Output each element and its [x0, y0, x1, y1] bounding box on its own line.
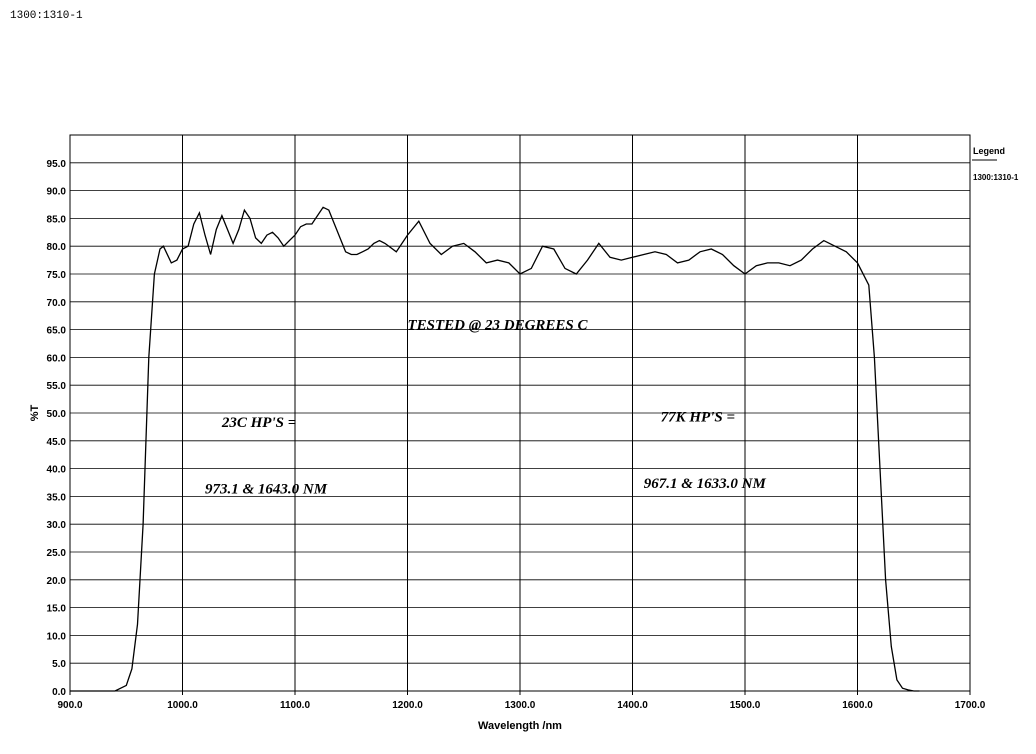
y-tick-label: 15.0 [47, 604, 67, 615]
series-line [70, 206, 920, 692]
y-tick-label: 75.0 [47, 270, 67, 281]
x-tick-label: 1400.0 [617, 700, 648, 711]
y-tick-label: 45.0 [47, 437, 67, 448]
x-tick-label: 1100.0 [280, 700, 310, 711]
legend-entry: 1300:1310-1 [973, 173, 1019, 182]
y-tick-label: 70.0 [47, 298, 67, 309]
x-tick-label: 1200.0 [392, 700, 423, 711]
chart-annotations: TESTED @ 23 DEGREES C 23C HP'S = 973.1 & 1… [205, 318, 767, 498]
y-tick-label: 30.0 [47, 520, 67, 531]
y-tick-label: 20.0 [47, 576, 67, 587]
y-tick-label: 90.0 [47, 187, 67, 198]
legend: Legend 1300:1310-1 [972, 146, 1019, 182]
x-axis-label: Wavelength /nm [478, 720, 562, 732]
y-axis-ticks: 0.0 5.0 10.0 15.0 20.0 25.0 30.0 35.0 40.0 45.0 50… [47, 159, 67, 698]
y-tick-label: 10.0 [47, 631, 67, 642]
chart-annotation: 967.1 & 1633.0 NM [644, 476, 767, 492]
page-id-label: 1300:1310-1 [10, 10, 83, 22]
y-tick-label: 50.0 [47, 409, 67, 420]
y-tick-label: 0.0 [52, 687, 66, 698]
x-tick-label: 900.0 [57, 700, 82, 711]
chart-annotation: 23C HP'S = [221, 415, 296, 431]
x-tick-label: 1000.0 [167, 700, 198, 711]
x-tick-label: 1300.0 [505, 700, 536, 711]
x-tick-label: 1700.0 [955, 700, 986, 711]
y-tick-label: 55.0 [47, 381, 67, 392]
chart-annotation: 77K HP'S = [661, 409, 735, 425]
y-tick-label: 95.0 [47, 159, 67, 170]
chart-annotation: TESTED @ 23 DEGREES C [408, 318, 589, 334]
y-tick-label: 35.0 [47, 492, 67, 503]
y-tick-label: 25.0 [47, 548, 67, 559]
y-tick-label: 5.0 [52, 659, 66, 670]
y-axis-label: %T [29, 404, 41, 421]
y-tick-label: 65.0 [47, 326, 67, 337]
legend-title: Legend [973, 146, 1005, 156]
chart-annotation: 973.1 & 1643.0 NM [205, 482, 328, 498]
y-tick-label: 80.0 [47, 242, 67, 253]
x-tick-label: 1500.0 [730, 700, 761, 711]
x-axis-ticks: 900.0 1000.0 1100.0 1200.0 1300.0 1400.0 1500.… [57, 691, 986, 711]
y-tick-label: 40.0 [47, 465, 67, 476]
chart-grid [70, 135, 970, 691]
y-tick-label: 85.0 [47, 214, 67, 225]
y-tick-label: 60.0 [47, 353, 67, 364]
x-tick-label: 1600.0 [842, 700, 873, 711]
